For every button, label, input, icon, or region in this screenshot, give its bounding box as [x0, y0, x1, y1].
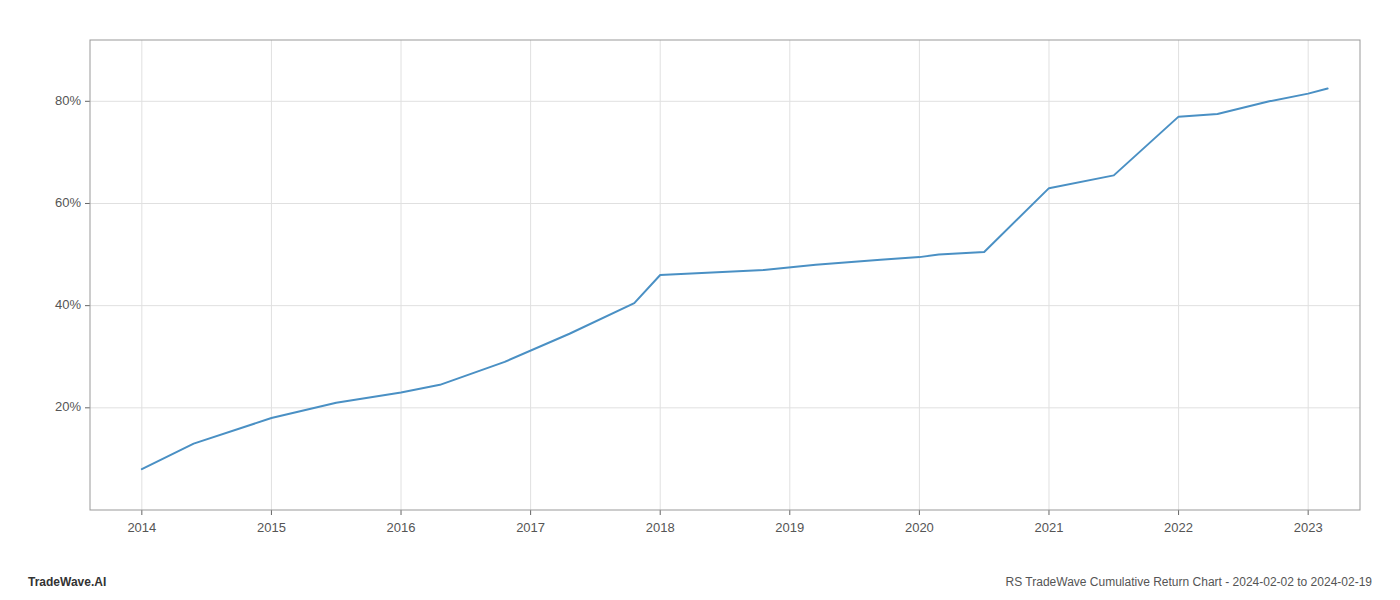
x-grid-line: [401, 40, 402, 510]
data-area: [142, 89, 1328, 470]
x-tick: [789, 510, 790, 515]
x-tick-label: 2014: [127, 520, 156, 535]
axes: 20% 40% 60% 80% 2014 2015 2016 2017 2018 2019 2020…: [55, 40, 1360, 535]
line: [142, 89, 1328, 470]
y-grid-line: [90, 407, 1360, 408]
x-tick-label: 2023: [1294, 520, 1323, 535]
y-tick: [85, 203, 90, 204]
grid: [90, 40, 1360, 510]
x-grid-line: [141, 40, 142, 510]
page: {"chart_data": {"type": "line", "x": [20…: [0, 0, 1400, 600]
x-tick-label: 2021: [1035, 520, 1064, 535]
x-tick: [1178, 510, 1179, 515]
x-tick: [1048, 510, 1049, 515]
x-tick: [271, 510, 272, 515]
x-grid-line: [919, 40, 920, 510]
x-tick: [401, 510, 402, 515]
y-tick-label: 20%: [55, 399, 81, 414]
x-tick: [1308, 510, 1309, 515]
y-grid-line: [90, 101, 1360, 102]
x-tick-label: 2017: [516, 520, 545, 535]
x-tick: [660, 510, 661, 515]
x-tick-label: 2015: [257, 520, 286, 535]
x-grid-line: [1308, 40, 1309, 510]
x-grid-line: [530, 40, 531, 510]
x-grid-line: [789, 40, 790, 510]
y-grid-line: [90, 203, 1360, 204]
x-tick-label: 2018: [646, 520, 675, 535]
chart: 20% 40% 60% 80% 2014 2015 2016 2017 2018 2019 2020…: [0, 0, 1400, 600]
x-grid-line: [1048, 40, 1049, 510]
y-tick-label: 60%: [55, 195, 81, 210]
x-tick-label: 2020: [905, 520, 934, 535]
y-tick: [85, 101, 90, 102]
footer-right: RS TradeWave Cumulative Return Chart - 2…: [1006, 575, 1373, 589]
footer-left: TradeWave.AI: [28, 575, 106, 589]
plot-frame: [90, 40, 1360, 510]
y-tick-label: 40%: [55, 297, 81, 312]
x-tick: [530, 510, 531, 515]
y-tick: [85, 305, 90, 306]
x-grid-line: [1178, 40, 1179, 510]
x-tick-label: 2019: [775, 520, 804, 535]
y-grid-line: [90, 305, 1360, 306]
x-tick: [919, 510, 920, 515]
x-tick-label: 2016: [387, 520, 416, 535]
y-tick-label: 80%: [55, 93, 81, 108]
x-tick: [141, 510, 142, 515]
y-tick: [85, 407, 90, 408]
x-grid-line: [271, 40, 272, 510]
x-tick-label: 2022: [1164, 520, 1193, 535]
